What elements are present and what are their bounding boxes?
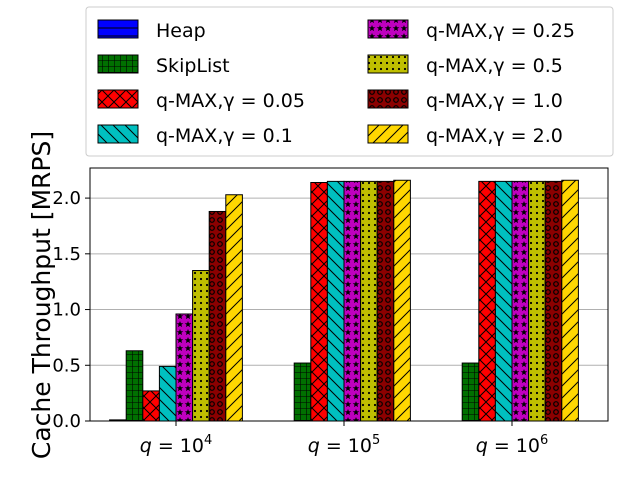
axes: 0.0 0.5 1.0 1.5 2.0 q = 104 q = 105 q = 106 [52,167,609,457]
x-tick-label: q = 106 [476,433,549,457]
bar [561,179,579,422]
legend-label: q-MAX,γ = 0.25 [426,20,575,42]
bar [544,180,563,422]
bar [511,180,530,422]
legend-entry: Heap [97,19,206,42]
legend-label: q-MAX,γ = 1.0 [426,90,563,112]
legend-label: q-MAX,γ = 2.0 [426,125,563,147]
y-tick-label: 0.5 [52,355,81,376]
legend-entry: q-MAX,γ = 0.25 [367,19,575,42]
legend-label: SkipList [156,55,230,77]
bar [208,210,227,422]
plot-frame [89,167,609,422]
bar [142,390,160,422]
legend-entry: q-MAX,γ = 0.1 [97,124,293,147]
bar [376,180,395,422]
x-tick-label: q = 104 [140,433,213,457]
y-tick-label: 2.0 [52,188,81,209]
bar [343,180,362,422]
bar [393,179,411,422]
legend-label: q-MAX,γ = 0.5 [426,55,563,77]
bar [478,180,496,422]
bar [125,350,144,422]
bar [326,180,345,422]
legend-entry: SkipList [97,54,230,77]
bar [461,362,480,422]
legend-label: Heap [156,20,206,42]
bar [158,365,177,422]
y-axis-label: Cache Throughput [MRPS] [27,131,56,459]
legend-entry: q-MAX,γ = 2.0 [367,124,563,147]
bar [175,313,194,422]
bar [494,180,513,422]
legend-entry: q-MAX,γ = 1.0 [367,89,563,112]
legend-label: q-MAX,γ = 0.1 [156,125,293,147]
legend-label: q-MAX,γ = 0.05 [156,90,305,112]
bar [310,181,328,422]
bar [192,270,210,422]
x-tick-label: q = 105 [308,433,381,457]
legend-frame [85,6,614,157]
legend: Heap SkipList q-MAX,γ = 0.05 q-MAX,γ = 0.1 q… [85,6,614,157]
bars [109,179,579,422]
y-tick-label: 0.0 [52,411,81,432]
legend-entry: q-MAX,γ = 0.05 [97,89,305,112]
y-tick-label: 1.0 [52,300,81,321]
bar [360,180,378,422]
bar [293,362,312,422]
bar [225,194,243,422]
legend-entry: q-MAX,γ = 0.5 [367,54,563,77]
bar [528,180,546,422]
y-tick-label: 1.5 [52,244,81,265]
